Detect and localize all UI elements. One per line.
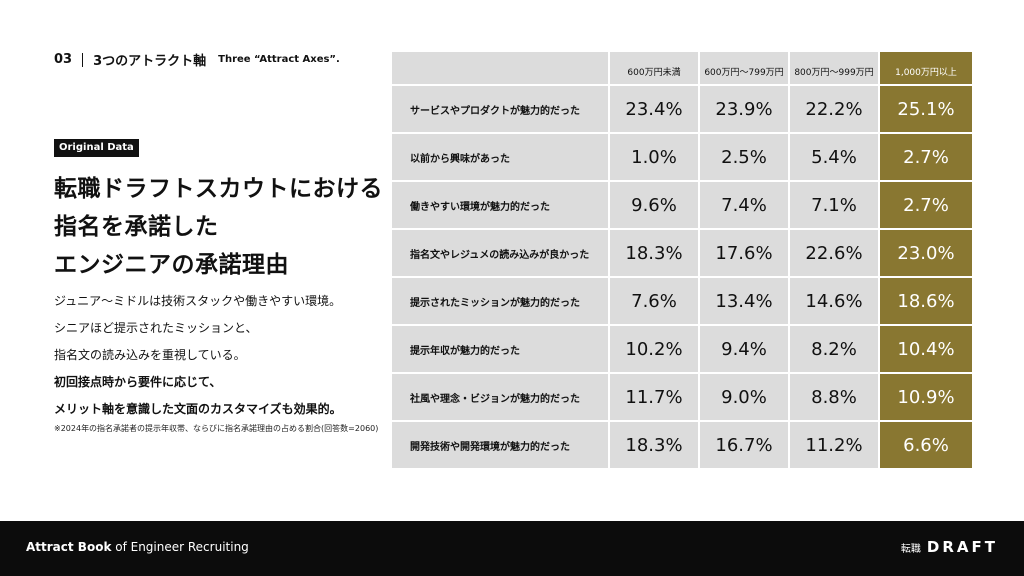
logo-en: DRAFT [926, 538, 998, 556]
data-table: 600万円未満 600万円〜799万円 800万円〜999万円 1,000万円以… [392, 52, 972, 470]
title-line: 指名を承諾した [54, 214, 219, 240]
table-header-row: 600万円未満 600万円〜799万円 800万円〜999万円 1,000万円以… [392, 52, 972, 86]
value-cell-highlight: 23.0% [880, 230, 972, 278]
value-cell: 18.3% [610, 230, 700, 278]
value-cell: 14.6% [790, 278, 880, 326]
value-cell: 11.2% [790, 422, 880, 470]
page-title: 転職ドラフトスカウトにおける 指名を承諾した エンジニアの承諾理由 [54, 170, 383, 284]
value-cell: 16.7% [700, 422, 790, 470]
value-cell: 2.5% [700, 134, 790, 182]
value-cell: 17.6% [700, 230, 790, 278]
title-line: エンジニアの承諾理由 [54, 252, 289, 278]
column-header: 800万円〜999万円 [790, 52, 880, 86]
value-cell-highlight: 10.9% [880, 374, 972, 422]
value-cell: 11.7% [610, 374, 700, 422]
footer: Attract Book of Engineer Recruiting 転職 D… [0, 521, 1024, 576]
row-label: 提示年収が魅力的だった [392, 326, 610, 374]
value-cell: 7.4% [700, 182, 790, 230]
description-line: シニアほど提示されたミッションと、 [54, 321, 258, 335]
row-label: 働きやすい環境が魅力的だった [392, 182, 610, 230]
value-cell: 5.4% [790, 134, 880, 182]
row-label: 指名文やレジュメの読み込みが良かった [392, 230, 610, 278]
value-cell: 9.6% [610, 182, 700, 230]
value-cell-highlight: 6.6% [880, 422, 972, 470]
value-cell: 9.0% [700, 374, 790, 422]
draft-logo: 転職 DRAFT [901, 538, 998, 556]
value-cell: 8.2% [790, 326, 880, 374]
value-cell: 18.3% [610, 422, 700, 470]
value-cell: 22.2% [790, 86, 880, 134]
section-title: 3つのアトラクト軸 [93, 54, 207, 69]
value-cell: 9.4% [700, 326, 790, 374]
description-line: ジュニア〜ミドルは技術スタックや働きやすい環境。 [54, 294, 342, 308]
value-cell: 22.6% [790, 230, 880, 278]
value-cell: 10.2% [610, 326, 700, 374]
value-cell-highlight: 25.1% [880, 86, 972, 134]
table-row: 指名文やレジュメの読み込みが良かった 18.3% 17.6% 22.6% 23.0% [392, 230, 972, 278]
footer-brand: Attract Book of Engineer Recruiting [26, 540, 249, 554]
logo-jp: 転職 [900, 543, 921, 555]
value-cell: 7.6% [610, 278, 700, 326]
table-row: 社風や理念・ビジョンが魅力的だった 11.7% 9.0% 8.8% 10.9% [392, 374, 972, 422]
table-row: 働きやすい環境が魅力的だった 9.6% 7.4% 7.1% 2.7% [392, 182, 972, 230]
value-cell-highlight: 10.4% [880, 326, 972, 374]
description-bold-line: メリット軸を意識した文面のカスタマイズも効果的。 [54, 402, 342, 416]
value-cell: 23.4% [610, 86, 700, 134]
table-row: 開発技術や開発環境が魅力的だった 18.3% 16.7% 11.2% 6.6% [392, 422, 972, 470]
original-data-badge: Original Data [54, 139, 139, 157]
table-row: 提示されたミッションが魅力的だった 7.6% 13.4% 14.6% 18.6% [392, 278, 972, 326]
description: ジュニア〜ミドルは技術スタックや働きやすい環境。 シニアほど提示されたミッション… [54, 288, 342, 423]
table-corner-cell [392, 52, 610, 86]
column-header-highlight: 1,000万円以上 [880, 52, 972, 86]
row-label: 開発技術や開発環境が魅力的だった [392, 422, 610, 470]
table-row: 提示年収が魅力的だった 10.2% 9.4% 8.2% 10.4% [392, 326, 972, 374]
divider [82, 52, 84, 67]
section-subtitle: Three “Attract Axes”. [218, 54, 340, 65]
value-cell-highlight: 18.6% [880, 278, 972, 326]
value-cell: 23.9% [700, 86, 790, 134]
column-header: 600万円未満 [610, 52, 700, 86]
value-cell-highlight: 2.7% [880, 134, 972, 182]
footnote: ※2024年の指名承諾者の提示年収帯、ならびに指名承諾理由の占める割合(回答数=… [54, 424, 379, 433]
description-bold-line: 初回接点時から要件に応じて、 [54, 375, 222, 389]
brand-rest: of Engineer Recruiting [111, 540, 249, 554]
value-cell: 1.0% [610, 134, 700, 182]
row-label: 以前から興味があった [392, 134, 610, 182]
table-row: サービスやプロダクトが魅力的だった 23.4% 23.9% 22.2% 25.1% [392, 86, 972, 134]
brand-bold: Attract Book [26, 540, 112, 554]
value-cell: 7.1% [790, 182, 880, 230]
row-label: 社風や理念・ビジョンが魅力的だった [392, 374, 610, 422]
table-row: 以前から興味があった 1.0% 2.5% 5.4% 2.7% [392, 134, 972, 182]
value-cell-highlight: 2.7% [880, 182, 972, 230]
row-label: サービスやプロダクトが魅力的だった [392, 86, 610, 134]
breadcrumb: 03 3つのアトラクト軸 Three “Attract Axes”. [54, 50, 340, 69]
column-header: 600万円〜799万円 [700, 52, 790, 86]
description-line: 指名文の読み込みを重視している。 [54, 348, 246, 362]
value-cell: 13.4% [700, 278, 790, 326]
row-label: 提示されたミッションが魅力的だった [392, 278, 610, 326]
title-line: 転職ドラフトスカウトにおける [54, 176, 383, 202]
section-number: 03 [54, 52, 73, 67]
value-cell: 8.8% [790, 374, 880, 422]
